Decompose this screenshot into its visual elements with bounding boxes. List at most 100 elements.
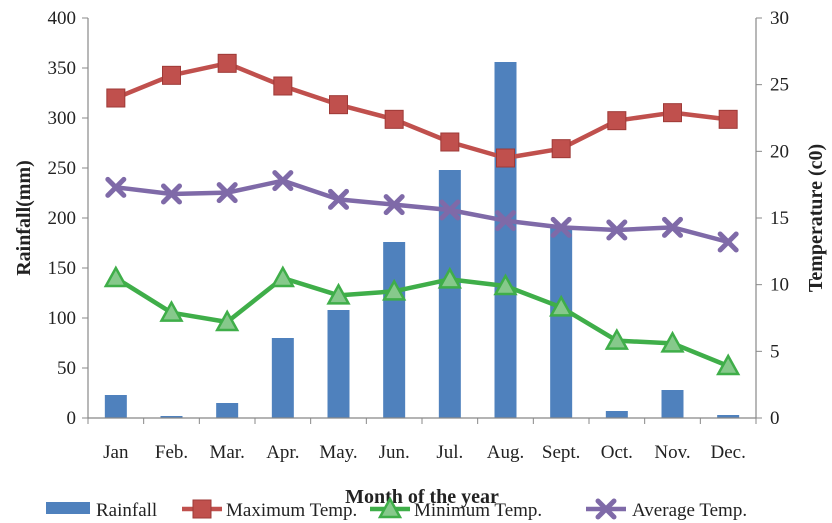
legend-item-maximum-temp: Maximum Temp. [182, 499, 357, 521]
rainfall-bar [327, 310, 350, 418]
legend-marker [595, 498, 617, 520]
x-marker-stroke [272, 170, 294, 192]
legend-label: Maximum Temp. [226, 500, 357, 521]
rainfall-bar [271, 338, 294, 418]
rainfall-bar [438, 170, 461, 418]
legend-swatch [46, 502, 90, 514]
y2-tick-label: 25 [770, 75, 789, 96]
minimum-temp-point [549, 294, 574, 317]
axes: 0 50 100 150 200 250 300 350 400 0 5 10 15 20 25 30 Jan F… [48, 8, 790, 463]
average-temp-point [606, 219, 628, 241]
legend-marker [377, 496, 403, 519]
maximum-temp-point [663, 103, 682, 123]
maximum-temp-point [551, 139, 571, 159]
y-tick-label: 400 [48, 8, 77, 29]
minimum-temp-line [114, 275, 730, 369]
y-tick-label: 0 [67, 408, 77, 429]
average-temp-point [495, 210, 516, 232]
maximum-temp-point [440, 132, 460, 152]
x-tick-label: Jan [103, 442, 129, 463]
average-temp-point [383, 194, 405, 216]
maximum-temp-point [496, 148, 515, 168]
x-marker-stroke [606, 219, 628, 241]
x-tick-label: Dec. [710, 442, 745, 463]
x-marker-stroke [595, 498, 617, 520]
y2-tick-label: 30 [770, 8, 789, 29]
x-tick-label: Jun. [379, 442, 410, 463]
y-tick-label: 50 [57, 358, 76, 379]
minimum-temp-point [437, 266, 462, 289]
legend: Rainfall Maximum Temp. Minimum Temp. Averag… [46, 496, 747, 521]
minimum-temp-series [103, 265, 741, 376]
x-tick-label: Sept. [542, 442, 581, 463]
average-temp-point [662, 216, 683, 238]
y-tick-label: 100 [48, 308, 77, 329]
x-tick-label: Jul. [436, 442, 463, 463]
rainfall-bar [605, 411, 628, 418]
y2-tick-label: 0 [770, 408, 780, 429]
average-temp-point [439, 199, 461, 221]
y-tick-label: 350 [48, 58, 77, 79]
minimum-temp-point [326, 282, 351, 305]
maximum-temp-series [106, 53, 738, 168]
legend-item-minimum-temp: Minimum Temp. [370, 496, 542, 521]
x-tick-label: Aug. [487, 442, 524, 463]
x-tick-label: Apr. [266, 442, 299, 463]
minimum-temp-point [103, 265, 128, 288]
maximum-temp-line [114, 61, 729, 161]
temperature-lines [103, 53, 741, 376]
minimum-temp-point [159, 300, 184, 322]
average-temp-series [105, 170, 739, 253]
y2-axis-title: Temperature (c0) [805, 144, 827, 292]
minimum-temp-point [493, 273, 518, 296]
rainfall-bar [717, 415, 740, 418]
x-marker-stroke [550, 216, 572, 238]
minimum-temp-point [660, 330, 685, 353]
legend-label: Minimum Temp. [414, 500, 542, 521]
average-temp-point [550, 216, 572, 238]
y2-tick-label: 5 [770, 341, 780, 362]
legend-item-rainfall: Rainfall [46, 500, 157, 521]
maximum-temp-point [162, 65, 181, 85]
y-axis-title: Rainfall(mm) [13, 160, 35, 276]
maximum-temp-point [718, 109, 738, 129]
rainfall-bar [661, 390, 684, 418]
rainfall-bar [550, 228, 573, 418]
average-temp-point [717, 231, 739, 253]
x-marker-stroke [439, 199, 461, 221]
x-tick-label: May. [319, 442, 357, 463]
x-axis-title: Month of the year [345, 486, 499, 508]
average-temp-line [115, 178, 729, 245]
y-tick-label: 250 [48, 158, 77, 179]
legend-label: Rainfall [96, 500, 157, 521]
x-tick-label: Oct. [601, 442, 633, 463]
legend-item-average-temp: Average Temp. [586, 498, 747, 521]
legend-marker [192, 499, 212, 519]
maximum-temp-point [273, 76, 293, 96]
maximum-temp-point [217, 53, 237, 73]
x-tick-label: Feb. [155, 442, 188, 463]
minimum-temp-point [716, 353, 741, 376]
average-temp-point [216, 182, 238, 204]
x-tick-label: Mar. [209, 442, 244, 463]
minimum-temp-point [215, 309, 240, 332]
average-temp-point [272, 170, 294, 192]
x-marker-stroke [161, 183, 182, 205]
y-tick-label: 200 [48, 208, 77, 229]
y2-tick-label: 10 [770, 275, 789, 296]
x-marker-stroke [662, 216, 683, 238]
y-tick-label: 300 [48, 108, 77, 129]
x-marker-stroke [383, 194, 405, 216]
rainfall-bar [160, 416, 183, 418]
average-temp-point [161, 183, 182, 205]
average-temp-point [105, 176, 127, 198]
rainfall-bar [383, 242, 406, 418]
minimum-temp-point [604, 328, 629, 350]
y2-tick-label: 20 [770, 141, 789, 162]
maximum-temp-point [384, 109, 404, 129]
minimum-temp-point [270, 265, 295, 288]
minimum-temp-point [382, 278, 407, 301]
x-tick-label: Nov. [654, 442, 690, 463]
rainfall-bar [494, 62, 517, 418]
